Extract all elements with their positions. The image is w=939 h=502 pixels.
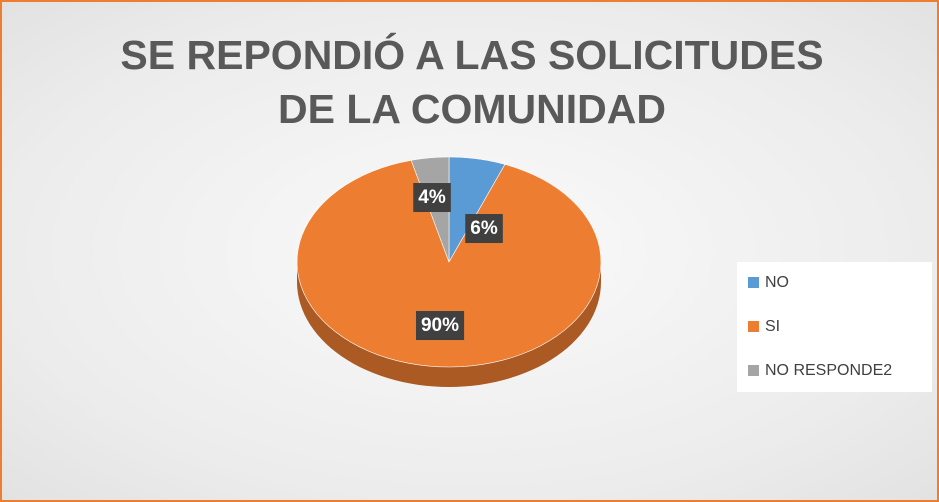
pie-slice	[448, 156, 506, 264]
legend-label: SI	[765, 318, 780, 335]
legend-box	[737, 262, 932, 392]
data-label-box	[465, 214, 503, 244]
legend-swatch	[748, 321, 759, 332]
data-label: 90%	[421, 315, 459, 336]
legend-label: NO RESPONDE2	[765, 362, 892, 379]
data-label: 6%	[470, 218, 498, 239]
legend-swatch	[748, 365, 759, 376]
pie-side	[297, 262, 601, 387]
data-label: 4%	[418, 187, 446, 208]
chart-title: SE REPONDIÓ A LAS SOLICITUDES DE LA COMU…	[120, 32, 824, 132]
data-label-box	[415, 311, 465, 341]
pie-slice	[296, 159, 602, 368]
legend-label: NO	[765, 274, 789, 291]
data-label-box	[413, 183, 451, 213]
legend-swatch	[748, 277, 759, 288]
